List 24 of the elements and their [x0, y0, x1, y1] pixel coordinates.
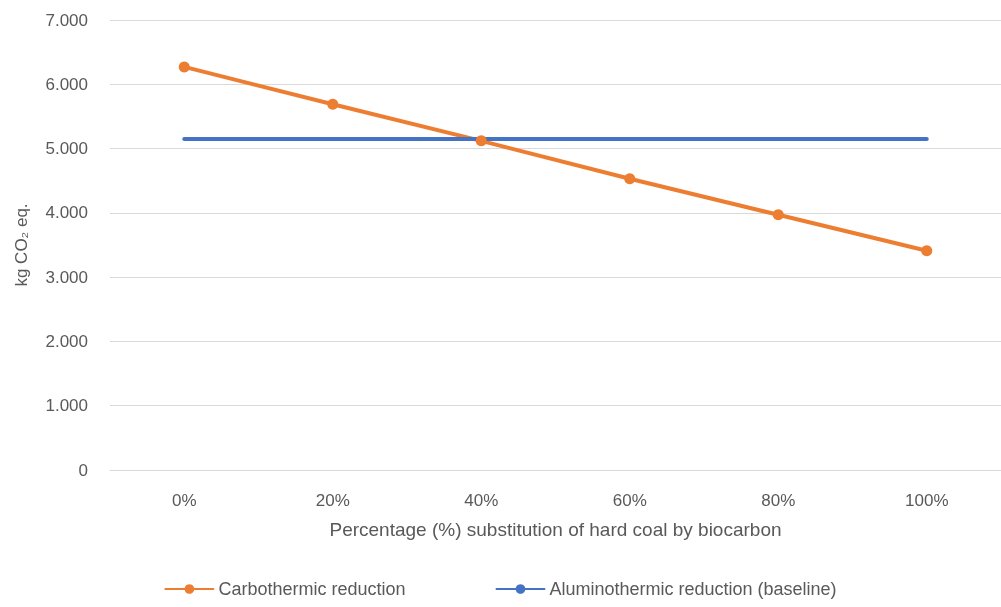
y-tick-label: 7.000 [45, 10, 88, 30]
y-tick-label: 4.000 [45, 203, 88, 223]
y-axis-title: kg CO₂ eq. [12, 203, 31, 287]
y-tick-label: 3.000 [45, 267, 88, 287]
point [178, 61, 190, 73]
y-tick-label: 0 [78, 460, 88, 480]
point [772, 209, 784, 221]
point [327, 98, 339, 110]
y-tick-label: 6.000 [45, 74, 88, 94]
y-tick-label: 2.000 [45, 331, 88, 351]
y-tick-label: 1.000 [45, 396, 88, 416]
x-tick-label: 40% [464, 491, 499, 510]
x-axis-title: Percentage (%) substitution of hard coal by biocarbon [329, 519, 782, 540]
legend-label: Aluminothermic reduction (baseline) [549, 579, 837, 599]
point [921, 245, 933, 257]
x-tick-label: 20% [315, 491, 350, 510]
legend-label: Carbothermic reduction [218, 579, 406, 599]
x-tick-label: 0% [171, 491, 197, 510]
y-tick-label: 5.000 [45, 139, 88, 159]
point [624, 173, 636, 185]
x-tick-label: 60% [612, 491, 647, 510]
x-tick-label: 80% [761, 491, 796, 510]
x-tick-label: 100% [905, 491, 949, 510]
point [475, 135, 487, 147]
